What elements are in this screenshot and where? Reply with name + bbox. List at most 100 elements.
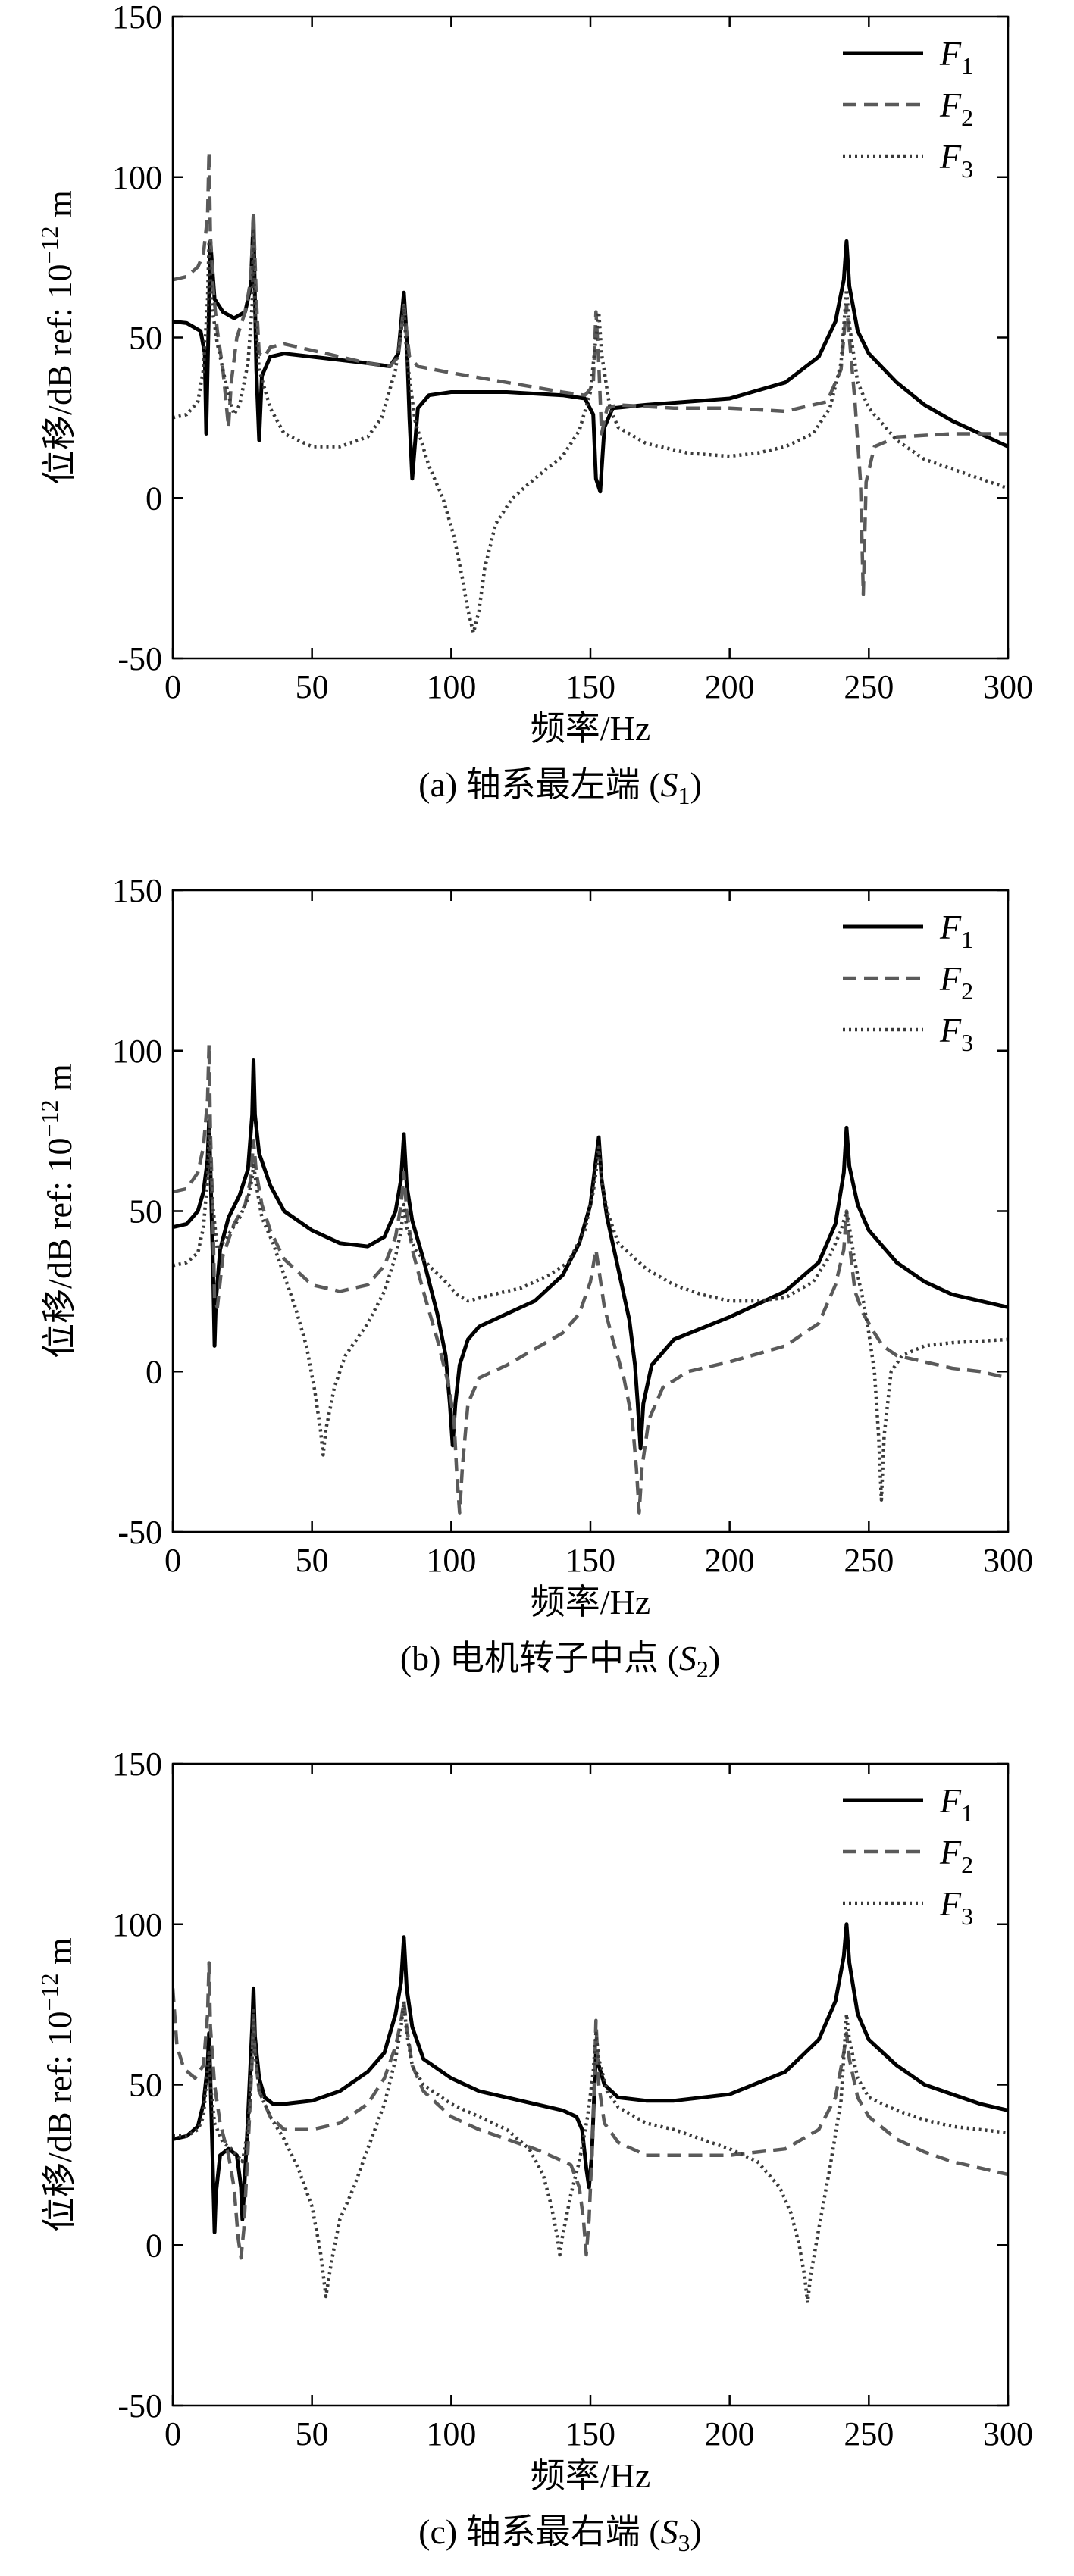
panel-3: 0 50 100 150 200 250 300-50050100150频率/Hz位移/dB… [36,1746,1033,2556]
caption-close: ) [690,2512,702,2551]
x-tick-label: 250 [844,668,894,705]
panel-caption: (b) 电机转子中点 (S2) [400,1639,720,1683]
legend-label-f1: F1 [939,1781,973,1827]
legend-sub: 1 [961,1799,973,1827]
x-tick-label: 150 [565,668,615,705]
caption-sub: 2 [697,1655,709,1683]
y-tick-label: -50 [117,1514,162,1551]
x-tick-label: 150 [565,2415,615,2453]
caption-text: (a) 轴系最左端 ( [418,765,660,804]
series-line-f1 [173,1922,1008,2234]
y-axis-label: 位移/dB ref: 10−12 m [36,190,79,485]
x-tick-label: 300 [983,1542,1033,1579]
y-axis-label-unit: m [40,190,79,227]
legend-var: F [939,1781,962,1820]
x-tick-label: 300 [983,668,1033,705]
panel-2: 0 50 100 150 200 250 300-50050100150频率/Hz位移/dB… [36,872,1033,1683]
caption-text: (b) 电机转子中点 ( [400,1639,679,1677]
series-line-f1 [173,1058,1008,1451]
x-tick-label: 250 [844,1542,894,1579]
series-line-f3 [173,1129,1008,1502]
y-axis-label: 位移/dB ref: 10−12 m [36,1064,79,1358]
legend-var: F [939,1833,962,1871]
legend-label-f1: F1 [939,908,973,953]
y-tick-label: 150 [112,872,162,909]
legend-var: F [939,959,962,998]
legend-var: F [939,908,962,946]
legend-label-f3: F3 [939,1884,973,1930]
series-line-f2 [173,1961,1008,2260]
x-tick-label: 0 [164,668,181,705]
y-tick-label: 0 [146,2227,162,2264]
y-tick-label: 150 [112,0,162,36]
plot-frame [171,15,1010,660]
y-axis-label-exponent: −12 [36,1973,63,2011]
y-axis-label-unit: m [40,1064,79,1100]
x-tick-label: 200 [705,668,755,705]
legend-var: F [939,34,962,73]
y-axis-label: 位移/dB ref: 10−12 m [36,1937,79,2232]
legend-label-f1: F1 [939,34,973,80]
plot-frame [171,1762,1010,2407]
series-line-f3 [173,227,1008,635]
caption-close: ) [709,1639,720,1677]
y-axis-label-exponent: −12 [36,226,63,264]
legend-label-f3: F3 [939,1011,973,1056]
legend-sub: 1 [961,926,973,953]
y-tick-label: 150 [112,1746,162,1783]
legend-var: F [939,86,962,124]
x-tick-label: 100 [426,2415,476,2453]
x-tick-label: 50 [296,1542,329,1579]
caption-sub: 1 [678,782,690,809]
panel-caption: (c) 轴系最右端 (S3) [418,2512,702,2556]
y-axis-label-exponent: −12 [36,1099,63,1137]
y-tick-label: 50 [129,320,162,357]
x-tick-label: 200 [705,2415,755,2453]
series-line-f3 [173,1999,1008,2305]
x-tick-label: 100 [426,668,476,705]
x-tick-label: 250 [844,2415,894,2453]
legend-label-f2: F2 [939,86,973,131]
y-tick-label: 50 [129,1193,162,1230]
y-axis-label-text: 位移/dB ref: 10 [40,1138,79,1358]
legend-label-f2: F2 [939,959,973,1005]
x-tick-label: 100 [426,1542,476,1579]
x-tick-label: 300 [983,2415,1033,2453]
y-tick-label: 0 [146,480,162,517]
legend-var: F [939,137,962,176]
y-tick-label: 100 [112,1033,162,1070]
y-tick-label: 0 [146,1353,162,1390]
panel-1: 0 50 100 150 200 250 300-50050100150频率/Hz位移/dB… [36,0,1033,809]
legend-sub: 2 [961,1851,973,1878]
y-tick-label: 100 [112,159,162,196]
x-tick-label: 50 [296,2415,329,2453]
y-axis-label-text: 位移/dB ref: 10 [40,264,79,485]
y-tick-label: 50 [129,2067,162,2104]
caption-var: S [661,2512,678,2551]
caption-var: S [679,1639,697,1677]
series-line-f2 [173,1043,1008,1515]
caption-close: ) [690,765,702,804]
caption-var: S [661,765,678,804]
legend-sub: 2 [961,977,973,1005]
legend-sub: 2 [961,104,973,131]
panel-caption: (a) 轴系最左端 (S1) [418,765,702,809]
legend-sub: 3 [961,1029,973,1056]
y-tick-label: -50 [117,2387,162,2424]
legend-label-f3: F3 [939,137,973,183]
caption-sub: 3 [678,2529,690,2556]
y-axis-label-text: 位移/dB ref: 10 [40,2012,79,2232]
x-tick-label: 0 [164,2415,181,2453]
legend-label-f2: F2 [939,1833,973,1878]
y-tick-label: 100 [112,1906,162,1943]
x-tick-label: 200 [705,1542,755,1579]
x-tick-label: 150 [565,1542,615,1579]
x-tick-label: 0 [164,1542,181,1579]
legend-sub: 3 [961,1902,973,1930]
y-tick-label: -50 [117,640,162,677]
legend-var: F [939,1884,962,1923]
